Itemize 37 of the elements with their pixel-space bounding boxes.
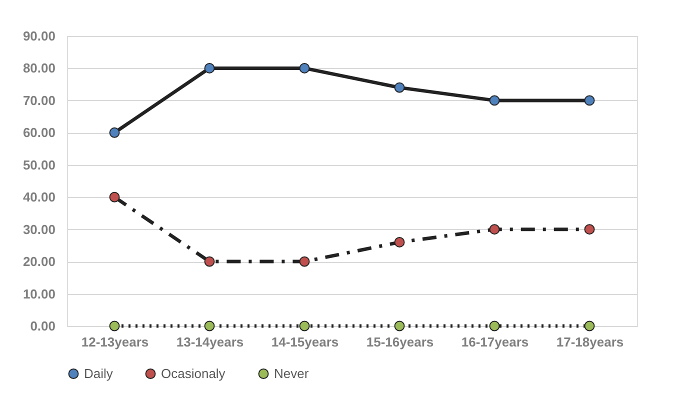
x-tick-label: 15-16years	[366, 334, 434, 350]
y-tick-label: 60.00	[22, 125, 56, 140]
x-tick-label: 16-17years	[461, 334, 529, 350]
point	[584, 95, 595, 106]
x-tick-label: 17-18years	[556, 334, 624, 350]
legend-label: Never	[274, 366, 310, 381]
y-tick-label: 70.00	[22, 92, 56, 108]
point	[109, 127, 120, 138]
y-tick-label: 80.00	[22, 60, 56, 76]
point	[489, 224, 500, 235]
point	[204, 62, 215, 74]
y-tick-label: 40.00	[22, 190, 56, 205]
point	[109, 320, 120, 332]
point	[584, 224, 595, 235]
point	[394, 320, 405, 332]
point	[299, 62, 310, 74]
point	[299, 320, 310, 332]
point	[204, 320, 215, 332]
x-tick-label: 13-14years	[176, 334, 244, 350]
y-tick-label: 10.00	[22, 286, 56, 302]
point	[584, 320, 595, 332]
legend-label: Daily	[84, 366, 114, 381]
point	[489, 320, 500, 332]
x-tick-label: 14-15years	[271, 334, 339, 350]
point	[394, 82, 405, 93]
y-tick-label: 30.00	[22, 222, 56, 237]
point	[299, 256, 310, 267]
point	[204, 256, 215, 267]
y-tick-label: 20.00	[22, 254, 56, 270]
y-tick-label: 0.00	[30, 318, 56, 334]
point	[489, 95, 500, 106]
point	[394, 236, 405, 248]
point	[109, 192, 120, 202]
x-tick-label: 12-13years	[81, 334, 149, 350]
y-tick-label: 50.00	[22, 157, 56, 172]
y-tick-label: 90.00	[22, 28, 56, 44]
legend-label: Ocasionaly	[161, 366, 226, 381]
